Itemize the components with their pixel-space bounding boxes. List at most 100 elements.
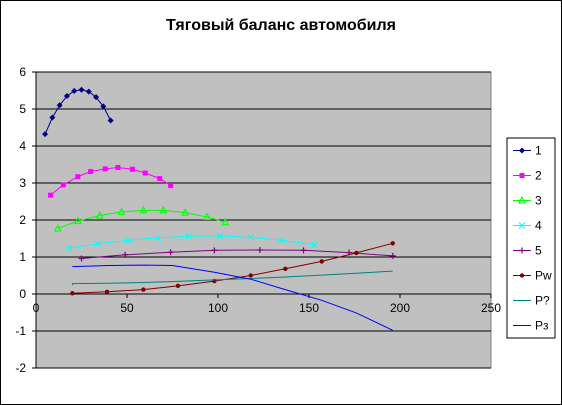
data-point bbox=[104, 289, 110, 294]
legend-label: P? bbox=[535, 294, 550, 308]
data-point bbox=[185, 232, 193, 240]
legend-swatch-marker bbox=[519, 273, 525, 278]
legend-swatch-marker bbox=[518, 195, 526, 204]
data-point bbox=[319, 259, 324, 264]
data-point bbox=[125, 236, 133, 244]
series-1 bbox=[42, 86, 114, 138]
x-tick-label: 100 bbox=[208, 301, 228, 315]
legend-entry: Pз bbox=[513, 319, 549, 333]
legend-label: 2 bbox=[535, 169, 542, 183]
legend-swatch-marker bbox=[518, 222, 526, 229]
series-line bbox=[71, 270, 393, 286]
legend-label: 5 bbox=[535, 244, 542, 258]
series-line bbox=[81, 249, 393, 259]
x-tick-label: 150 bbox=[299, 301, 319, 315]
data-point bbox=[74, 216, 82, 225]
data-point bbox=[122, 251, 129, 258]
series-line bbox=[50, 166, 171, 196]
data-point bbox=[211, 247, 218, 254]
data-point bbox=[88, 169, 94, 175]
y-tick-label: 6 bbox=[19, 65, 26, 79]
data-point bbox=[300, 247, 307, 254]
data-point bbox=[70, 291, 75, 296]
data-point bbox=[141, 287, 146, 292]
data-point bbox=[175, 283, 181, 289]
data-point bbox=[278, 236, 286, 244]
data-point bbox=[154, 234, 162, 242]
data-point bbox=[78, 255, 85, 262]
data-point bbox=[54, 223, 62, 232]
data-point bbox=[107, 117, 114, 124]
data-point bbox=[75, 174, 81, 180]
legend-label: 4 bbox=[535, 219, 542, 233]
y-tick-label: -2 bbox=[15, 361, 26, 375]
data-point bbox=[100, 103, 107, 110]
data-point bbox=[95, 210, 104, 219]
data-point bbox=[390, 241, 395, 246]
series-6 bbox=[70, 241, 395, 296]
data-point bbox=[389, 252, 396, 259]
data-point bbox=[56, 102, 63, 109]
data-point bbox=[48, 192, 54, 198]
series-4 bbox=[65, 232, 318, 252]
y-tick-label: 1 bbox=[19, 250, 26, 264]
legend-box bbox=[506, 137, 556, 339]
data-point bbox=[115, 164, 121, 170]
plot-area: -2-10123456050100150200250 bbox=[15, 65, 501, 375]
data-point bbox=[42, 131, 49, 138]
data-point bbox=[78, 86, 85, 93]
series-7 bbox=[71, 270, 393, 286]
data-point bbox=[63, 93, 70, 100]
series-line bbox=[57, 209, 226, 229]
data-point bbox=[71, 87, 78, 94]
data-point bbox=[221, 217, 230, 226]
legend-label: 3 bbox=[535, 194, 542, 208]
legend-entry: 3 bbox=[513, 194, 542, 208]
legend-swatch-marker bbox=[519, 247, 525, 254]
data-point bbox=[216, 232, 224, 240]
series-line bbox=[72, 264, 393, 331]
data-point bbox=[168, 183, 174, 189]
y-tick-label: -1 bbox=[15, 324, 26, 338]
legend: 1 2 3 4 5 Pw P? Pз bbox=[506, 137, 556, 339]
data-point bbox=[167, 249, 174, 256]
y-tick-label: 0 bbox=[19, 287, 26, 301]
legend-label: Pз bbox=[535, 319, 549, 333]
legend-entry: 1 bbox=[513, 144, 542, 158]
legend-entry: P? bbox=[513, 294, 550, 308]
data-point bbox=[181, 207, 190, 216]
data-point bbox=[203, 212, 211, 221]
data-point bbox=[311, 241, 318, 249]
x-tick-label: 250 bbox=[481, 301, 501, 315]
legend-label: Pw bbox=[535, 269, 552, 283]
series-line bbox=[44, 89, 112, 135]
legend-entry: 5 bbox=[513, 244, 542, 258]
data-point bbox=[142, 170, 148, 176]
legend-label: 1 bbox=[535, 144, 542, 158]
y-tick-label: 2 bbox=[19, 213, 26, 227]
data-point bbox=[93, 94, 100, 101]
legend-entry: Pw bbox=[513, 269, 552, 283]
data-point bbox=[60, 182, 66, 188]
data-point bbox=[129, 166, 135, 172]
x-tick-label: 50 bbox=[120, 301, 134, 315]
series-5 bbox=[78, 246, 396, 262]
series-3 bbox=[54, 205, 230, 232]
data-point bbox=[139, 205, 148, 214]
data-point bbox=[256, 246, 263, 253]
legend-entry: 2 bbox=[513, 169, 542, 183]
y-tick-label: 5 bbox=[19, 102, 26, 116]
data-point bbox=[85, 88, 92, 95]
data-point bbox=[65, 244, 73, 252]
legend-swatch-marker bbox=[519, 147, 525, 154]
data-point bbox=[283, 266, 288, 272]
chart-title: Тяговый баланс автомобиля bbox=[166, 17, 396, 34]
legend-swatch-marker bbox=[519, 173, 525, 178]
y-tick-label: 3 bbox=[19, 176, 26, 190]
data-point bbox=[49, 114, 56, 121]
data-point bbox=[117, 207, 126, 215]
data-point bbox=[157, 176, 163, 182]
data-point bbox=[94, 240, 102, 248]
y-tick-label: 4 bbox=[19, 139, 26, 153]
